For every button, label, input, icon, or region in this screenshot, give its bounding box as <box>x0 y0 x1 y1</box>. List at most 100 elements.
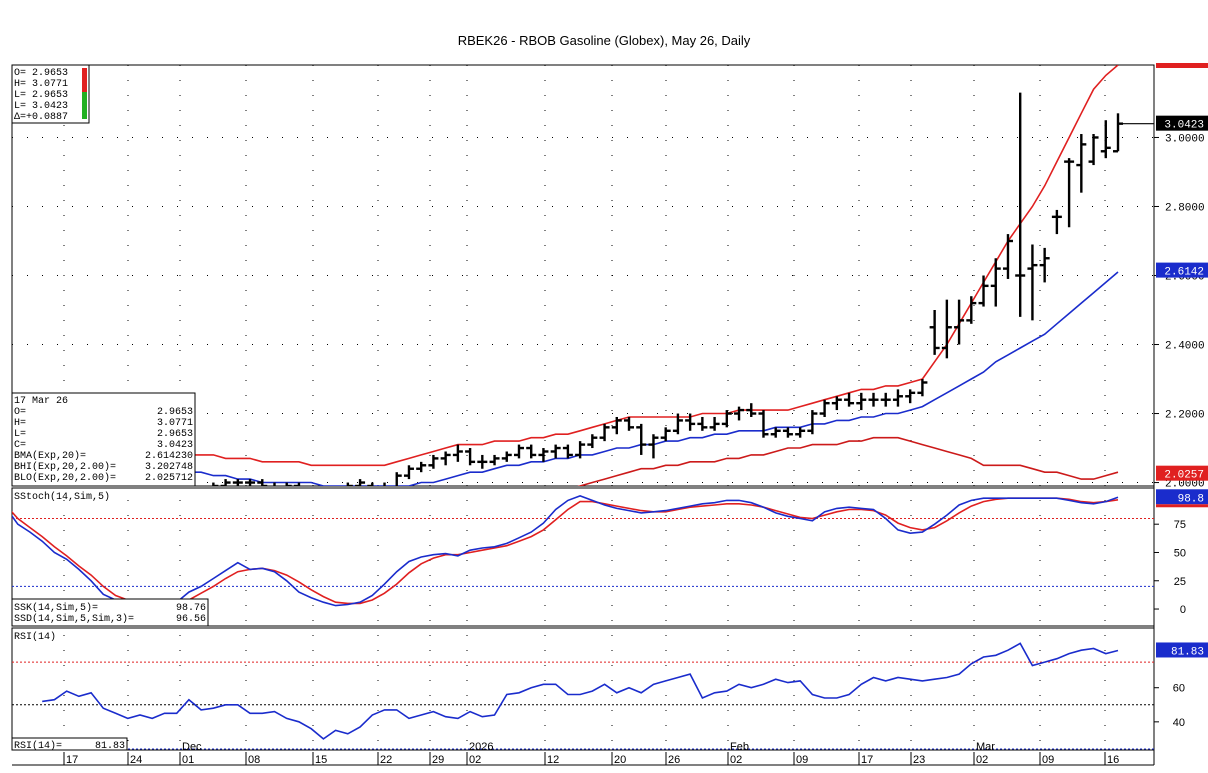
info-box-value: 3.202748 <box>145 462 193 473</box>
ohlc-bar <box>1113 113 1123 153</box>
x-day-label: 08 <box>248 754 260 766</box>
x-day-label: 20 <box>614 754 626 766</box>
info-box <box>11 392 196 487</box>
stoch-values-value: 96.56 <box>176 614 206 625</box>
rsi-tick-label: 60 <box>1173 683 1185 695</box>
bollinger-lower-line <box>30 436 1119 486</box>
ohlc-bar <box>428 454 439 469</box>
ohlc-bar <box>978 275 989 307</box>
ohlc-bar <box>526 444 537 459</box>
x-day-label: 02 <box>976 754 988 766</box>
x-month-label: Feb <box>730 741 749 753</box>
rsi-badge: 81.83 <box>1171 646 1204 658</box>
ohlc-bar <box>868 392 879 407</box>
info-box-label: L= <box>14 429 26 440</box>
ohlc-bar <box>1027 244 1038 321</box>
x-day-label: 26 <box>668 754 680 766</box>
ohlc-bar <box>477 454 488 469</box>
y-tick-label: 2.8000 <box>1165 202 1205 214</box>
info-box-value: 3.0423 <box>157 440 193 451</box>
ohlc-bar <box>1015 92 1026 317</box>
ohlc-box-line: L= 2.9653 <box>14 90 68 101</box>
stoch-tick-label: 75 <box>1174 519 1186 531</box>
ohlc-bar <box>954 299 965 345</box>
ohlc-bar <box>346 482 353 486</box>
ohlc-bar <box>880 392 891 407</box>
ohlc-bar <box>831 396 842 411</box>
ohlc-bar <box>770 427 781 438</box>
ohlc-bar <box>501 451 512 462</box>
stoch-values-label: SSK(14,Sim,5)= <box>14 602 98 614</box>
ohlc-box-line: H= 3.0771 <box>14 79 68 90</box>
x-day-label: 01 <box>182 754 194 766</box>
ohlc-bar <box>1051 209 1062 235</box>
info-box-label: C= <box>14 440 26 451</box>
ohlc-bar <box>212 482 219 486</box>
ohlc-bar <box>844 392 855 407</box>
ohlc-bar <box>1088 134 1099 166</box>
info-box-label: H= <box>14 418 26 429</box>
page-title: RBEK26 - RBOB Gasoline (Globex), May 26,… <box>457 33 751 48</box>
info-box-label: O= <box>14 407 26 418</box>
rsi-line <box>42 642 1119 740</box>
rsi-values-value: 81.83 <box>95 741 125 752</box>
x-day-label: 29 <box>432 754 444 766</box>
ohlc-bar <box>599 423 610 442</box>
rsi-title: RSI(14) <box>14 631 56 643</box>
y-tick-label: 3.0000 <box>1165 133 1205 145</box>
ohlc-box <box>11 64 90 124</box>
ohlc-bar <box>273 482 276 486</box>
info-box-value: 2.9653 <box>157 429 193 440</box>
x-day-label: 09 <box>1042 754 1054 766</box>
ohlc-bar <box>892 389 903 407</box>
ohlc-bar <box>285 482 292 486</box>
ohlc-bar <box>819 399 830 417</box>
ohlc-bar <box>184 486 194 493</box>
ohlc-bar <box>232 479 243 486</box>
info-box-date: 17 Mar 26 <box>14 396 68 407</box>
ohlc-bar <box>795 427 806 438</box>
stoch-tick-label: 25 <box>1174 576 1186 588</box>
stoch-d-badge-edge <box>1156 504 1208 508</box>
ohlc-box-line: O= 2.9653 <box>14 68 68 79</box>
info-box-value: 2.614230 <box>145 451 193 462</box>
ohlc-bar <box>318 489 328 499</box>
x-day-label: 02 <box>469 754 481 766</box>
rsi-values-label: RSI(14)= <box>14 740 62 752</box>
ohlc-bar <box>758 410 769 438</box>
ohlc-bar <box>1002 234 1013 279</box>
stoch-k-line <box>12 495 1119 607</box>
ohlc-bar <box>611 416 622 435</box>
x-month-label: Mar <box>976 741 995 753</box>
ohlc-bar <box>966 296 977 324</box>
info-box-value: 3.0771 <box>157 418 193 429</box>
x-day-label: 22 <box>380 754 392 766</box>
x-day-label: 02 <box>730 754 742 766</box>
rsi-values-box <box>11 737 128 751</box>
blo-badge-bg <box>1156 465 1208 481</box>
bollinger-upper-line <box>30 65 1119 467</box>
ohlc-bar <box>1064 158 1075 228</box>
stoch-plot <box>12 495 1119 607</box>
ohlc-bar <box>685 413 696 431</box>
x-day-label: 23 <box>913 754 925 766</box>
last-price-badge-bg <box>1156 115 1208 131</box>
ohlc-bar <box>1039 247 1050 283</box>
ohlc-bar <box>672 413 683 435</box>
last-price-badge: 3.0423 <box>1164 120 1204 132</box>
ohlc-bar <box>367 482 374 486</box>
x-day-label: 12 <box>547 754 559 766</box>
ohlc-bar <box>159 489 169 499</box>
x-day-label: 09 <box>796 754 808 766</box>
stoch-d-line <box>12 497 1119 605</box>
ohlc-bar <box>1100 120 1111 159</box>
ohlc-bar <box>452 444 463 462</box>
ohlc-bar <box>355 479 366 486</box>
rsi-panel <box>11 627 1155 751</box>
info-box-value: 2.9653 <box>157 407 193 418</box>
ohlc-bar <box>941 299 952 359</box>
rsi-tick-label: 40 <box>1173 717 1185 729</box>
ohlc-bar <box>383 482 386 486</box>
ohlc-bar <box>220 479 231 486</box>
